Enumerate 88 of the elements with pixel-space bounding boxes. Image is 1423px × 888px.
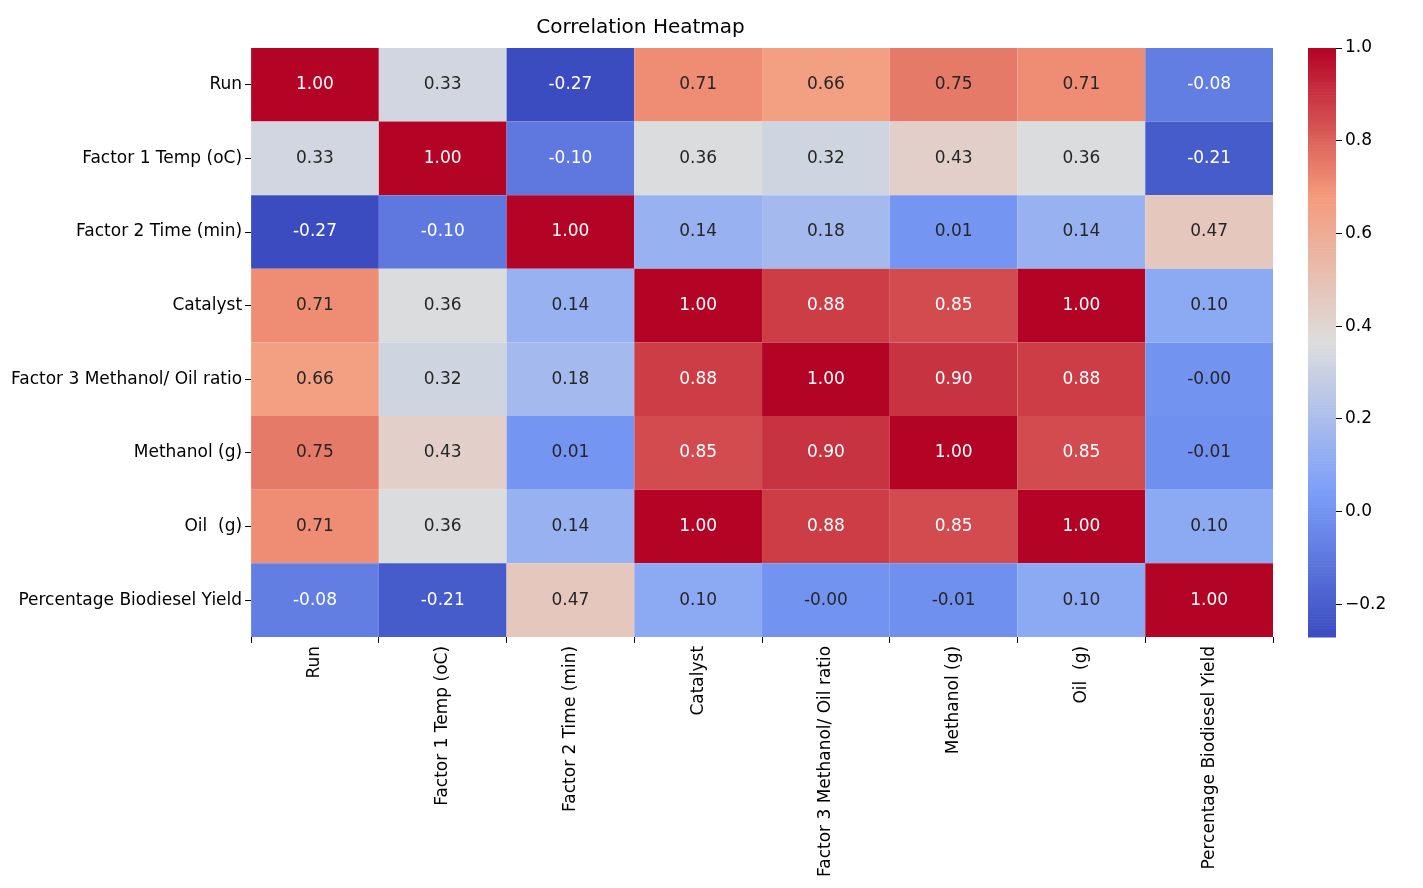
color-bar-label: 0.2 [1345,407,1373,428]
data-label: -0.27 [292,220,337,241]
x-tick-label: Factor 3 Methanol/ Oil ratio [814,645,835,878]
y-tick-label: Factor 2 Time (min) [76,220,243,241]
data-label: -0.00 [803,588,848,609]
x-tick-label: Catalyst [686,645,707,716]
color-bar-label: −0.2 [1345,592,1387,613]
data-label: 0.90 [934,367,973,388]
data-label: 1.00 [423,146,462,167]
data-label: 0.85 [1062,441,1101,462]
data-label: -0.08 [1187,73,1232,94]
data-label: 0.32 [423,367,462,388]
y-tick-label: Percentage Biodiesel Yield [18,588,243,609]
data-label: 0.10 [1062,588,1101,609]
data-label: 0.10 [1190,294,1229,315]
data-label: 0.47 [551,588,590,609]
data-label: 1.00 [679,514,718,535]
data-label: -0.21 [1187,146,1232,167]
data-label: 0.85 [934,294,973,315]
color-bar-label: 1.0 [1345,36,1373,57]
data-label: 1.00 [1062,514,1101,535]
data-label: 0.10 [679,588,718,609]
data-label: 0.36 [423,294,462,315]
data-label: 0.18 [806,220,845,241]
data-label: -0.08 [292,588,337,609]
x-tick-label: Factor 1 Temp (oC) [431,645,452,806]
data-label: 1.00 [1190,588,1229,609]
chart-title: Correlation Heatmap [536,14,745,39]
data-label: 0.85 [679,441,718,462]
data-label: 0.33 [296,146,334,167]
data-label: 0.71 [296,294,334,315]
data-label: 1.00 [296,73,334,94]
data-label: 0.43 [934,146,973,167]
y-tick-label: Factor 3 Methanol/ Oil ratio [10,367,243,388]
data-label: -0.10 [420,220,465,241]
data-label: 0.14 [1062,220,1101,241]
data-label: 1.00 [934,441,973,462]
data-label: 0.01 [934,220,973,241]
x-tick-label: Run [303,645,324,679]
data-label: -0.10 [548,146,593,167]
data-label: -0.01 [1187,441,1232,462]
data-label: 0.66 [806,73,845,94]
y-tick-label: Oil (g) [184,514,243,535]
color-bar-label: 0.8 [1345,129,1373,150]
data-label: 1.00 [1062,294,1101,315]
data-label: 1.00 [679,294,718,315]
data-label: 0.43 [423,441,462,462]
data-label: -0.21 [420,588,465,609]
data-label: 0.88 [679,367,718,388]
data-label: -0.00 [1187,367,1232,388]
data-label: 0.18 [551,367,590,388]
data-label: -0.01 [931,588,976,609]
data-label: 0.71 [679,73,718,94]
data-label: -0.27 [548,73,593,94]
data-label: 0.36 [423,514,462,535]
color-bar-label: 0.4 [1345,314,1373,335]
data-label: 0.47 [1190,220,1229,241]
y-tick-label: Factor 1 Temp (oC) [82,146,243,167]
data-label: 0.33 [423,73,462,94]
data-label: 0.66 [296,367,334,388]
data-label: 0.14 [551,514,590,535]
x-tick-label: Methanol (g) [942,645,963,755]
color-bar-label: 0.0 [1345,500,1373,521]
data-label: 0.01 [551,441,590,462]
x-tick-label: Percentage Biodiesel Yield [1197,645,1218,870]
y-tick-label: Run [209,73,243,94]
data-label: 0.88 [806,514,845,535]
data-label: 0.75 [296,441,334,462]
data-label: 1.00 [806,367,845,388]
data-label: 0.14 [679,220,718,241]
x-tick-label: Factor 2 Time (min) [558,645,579,812]
data-label: 0.36 [679,146,718,167]
data-label: 0.10 [1190,514,1229,535]
data-label: 0.75 [934,73,973,94]
y-tick-label: Methanol (g) [133,441,243,462]
data-label: 0.88 [1062,367,1101,388]
color-bar-label: 0.6 [1345,221,1373,242]
x-tick-label: Oil (g) [1069,645,1090,704]
data-label: 0.36 [1062,146,1101,167]
data-label: 0.32 [806,146,845,167]
y-tick-label: Catalyst [172,294,243,315]
data-label: 0.14 [551,294,590,315]
data-label: 0.71 [296,514,334,535]
data-label: 1.00 [551,220,590,241]
data-label: 0.90 [806,441,845,462]
data-label: 0.71 [1062,73,1101,94]
data-label: 0.85 [934,514,973,535]
data-label: 0.88 [806,294,845,315]
